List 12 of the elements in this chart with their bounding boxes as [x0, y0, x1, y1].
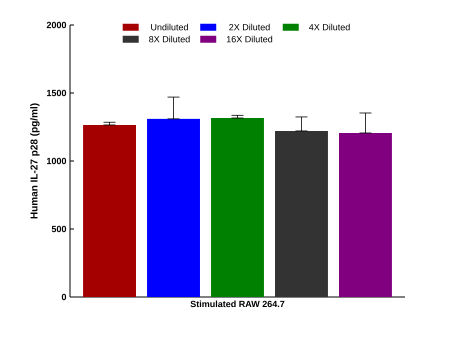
legend-label: 4X Diluted	[308, 24, 350, 30]
y-axis-title: Human IL-27 p28 (pg/ml)	[30, 103, 40, 218]
x-tick-label: Stimulated RAW 264.7	[190, 300, 284, 308]
y-tick-label: 500	[52, 226, 66, 232]
legend-label: Undiluted	[151, 24, 188, 30]
y-tick-label: 2000	[46, 22, 66, 28]
y-tick-label: 1000	[47, 158, 66, 164]
legend-label: 8X Diluted	[149, 36, 190, 42]
y-tick-label: 1500	[47, 90, 66, 96]
y-tick-label: 0	[62, 294, 66, 300]
legend-label: 2X Diluted	[229, 24, 270, 30]
legend-label: 16X Diluted	[226, 36, 272, 42]
